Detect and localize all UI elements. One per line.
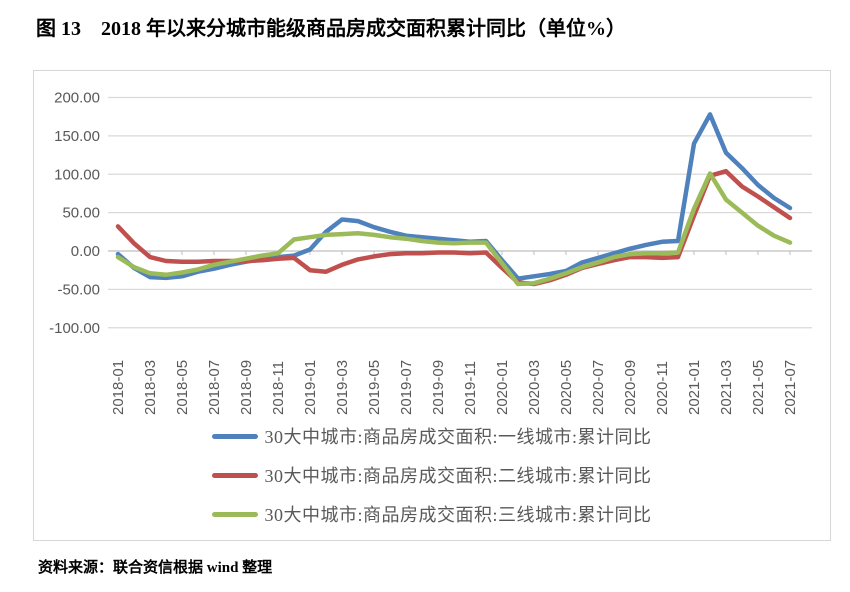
legend-line-swatch — [212, 511, 259, 517]
x-axis-tick-label: 2018-03 — [142, 360, 159, 415]
x-axis-tick-label: 2018-01 — [110, 360, 127, 415]
legend-line-swatch — [212, 472, 259, 478]
x-axis-tick-label: 2019-03 — [334, 360, 351, 415]
x-axis-tick-label: 2019-11 — [462, 361, 479, 415]
figure-number: 图 13 — [36, 18, 81, 40]
x-axis-tick-label: 2021-05 — [750, 360, 767, 415]
chart-svg: 200.00 150.00 100.00 50.00 0.00 -50.00 -100.00… — [49, 90, 812, 415]
x-axis-tick-label: 2018-05 — [174, 360, 191, 415]
x-axis-tick-label: 2019-01 — [302, 360, 319, 415]
legend-label: 30大中城市:商品房成交面积:一线城市:累计同比 — [264, 427, 652, 447]
x-axis-tick-label: 2020-11 — [654, 361, 671, 415]
x-axis-tick-label: 2019-07 — [398, 360, 415, 415]
figure-title: 图 13 2018 年以来分城市能级商品房成交面积累计同比（单位%） — [36, 12, 626, 41]
y-axis-tick-label: 150.00 — [54, 128, 100, 145]
series-line — [115, 171, 793, 287]
y-axis-tick-label: 100.00 — [54, 166, 100, 183]
series-line — [115, 112, 793, 281]
x-axis-tick-label: 2021-01 — [686, 360, 703, 415]
x-axis-tick-label: 2019-05 — [366, 360, 383, 415]
x-axis-tick-label: 2021-03 — [718, 360, 735, 415]
x-axis-tick-label: 2020-09 — [622, 360, 639, 415]
x-axis-tick-label: 2020-05 — [558, 360, 575, 415]
x-axis-tick-label: 2020-07 — [590, 360, 607, 415]
figure-title-text: 2018 年以来分城市能级商品房成交面积累计同比（单位%） — [101, 18, 626, 40]
chart-legend: 30大中城市:商品房成交面积:一线城市:累计同比 30大中城市:商品房成交面积:二… — [34, 423, 830, 527]
x-axis-tick-label: 2018-09 — [238, 360, 255, 415]
y-axis-tick-label: -100.00 — [49, 320, 100, 337]
legend-label: 30大中城市:商品房成交面积:三线城市:累计同比 — [264, 505, 652, 525]
y-axis-tick-label: -50.00 — [57, 281, 100, 298]
legend-item: 30大中城市:商品房成交面积:二线城市:累计同比 — [212, 462, 651, 488]
y-axis-tick-label: 0.00 — [71, 243, 100, 260]
legend-line-swatch — [212, 433, 259, 439]
source-note: 资料来源：联合资信根据 wind 整理 — [38, 560, 273, 576]
y-axis-tick-label: 50.00 — [62, 205, 100, 222]
x-axis-tick-label: 2019-09 — [430, 360, 447, 415]
x-axis-tick-label: 2018-11 — [270, 361, 287, 415]
legend-item: 30大中城市:商品房成交面积:一线城市:累计同比 — [212, 423, 651, 449]
legend-label: 30大中城市:商品房成交面积:二线城市:累计同比 — [264, 466, 652, 486]
x-axis-tick-label: 2021-07 — [782, 360, 799, 415]
chart-container: 200.00 150.00 100.00 50.00 0.00 -50.00 -100.00… — [33, 70, 831, 541]
x-axis-tick-label: 2020-03 — [526, 360, 543, 415]
x-axis-tick-label: 2020-01 — [494, 360, 511, 415]
x-axis-tick-label: 2018-07 — [206, 360, 223, 415]
legend-item: 30大中城市:商品房成交面积:三线城市:累计同比 — [212, 501, 651, 527]
y-axis-tick-label: 200.00 — [54, 90, 100, 107]
